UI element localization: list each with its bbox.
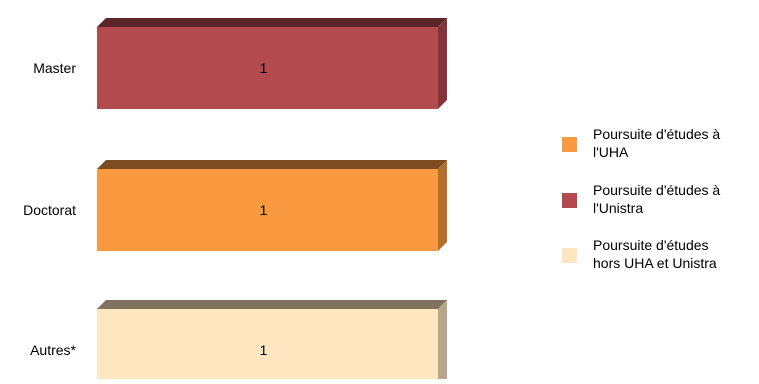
legend-label: l'Unistra bbox=[593, 200, 643, 216]
legend-item-poursuite-d-etudes-a-l-unistra: Poursuite d'études à l'Unistra bbox=[562, 182, 720, 216]
bar-master-poursuite-d-etudes-a-l-unistra-side bbox=[438, 18, 447, 109]
legend-label: Poursuite d'études à bbox=[593, 182, 720, 198]
data-label-doctorat: 1 bbox=[260, 202, 268, 218]
bar-autres-poursuite-d-etudes-hors-uha-et-unistra-side bbox=[438, 300, 447, 384]
bar-master-poursuite-d-etudes-a-l-unistra-front bbox=[97, 27, 438, 109]
bar-master-poursuite-d-etudes-a-l-unistra-top bbox=[97, 18, 447, 27]
legend-item-poursuite-d-etudes-hors-uha-et-unistra: Poursuite d'études hors UHA et Unistra bbox=[562, 237, 717, 271]
bar-doctorat-poursuite-d-etudes-a-l-uha: 1 bbox=[97, 160, 447, 251]
data-label-master: 1 bbox=[260, 60, 268, 76]
legend-swatch bbox=[562, 137, 577, 152]
legend-label: Poursuite d'études à bbox=[593, 126, 720, 142]
bar-doctorat-poursuite-d-etudes-a-l-uha-side bbox=[438, 160, 447, 251]
legend-label: hors UHA et Unistra bbox=[593, 255, 717, 271]
legend-item-poursuite-d-etudes-a-l-uha: Poursuite d'études à l'UHA bbox=[562, 126, 720, 160]
legend-swatch bbox=[562, 193, 577, 208]
category-label-autres: Autres* bbox=[30, 342, 76, 358]
bar-autres-poursuite-d-etudes-hors-uha-et-unistra: 1 bbox=[97, 300, 447, 384]
legend-swatch bbox=[562, 248, 577, 263]
bar-autres-poursuite-d-etudes-hors-uha-et-unistra-front bbox=[97, 309, 438, 384]
category-label-master: Master bbox=[33, 60, 76, 76]
data-label-autres: 1 bbox=[260, 342, 268, 358]
bar-master-poursuite-d-etudes-a-l-unistra: 1 bbox=[97, 18, 447, 109]
bar-autres-poursuite-d-etudes-hors-uha-et-unistra-top bbox=[97, 300, 447, 309]
legend-label: l'UHA bbox=[593, 144, 629, 160]
bar-doctorat-poursuite-d-etudes-a-l-uha-front bbox=[97, 169, 438, 251]
category-label-doctorat: Doctorat bbox=[23, 202, 76, 218]
bar-doctorat-poursuite-d-etudes-a-l-uha-top bbox=[97, 160, 447, 169]
legend-label: Poursuite d'études bbox=[593, 237, 709, 253]
